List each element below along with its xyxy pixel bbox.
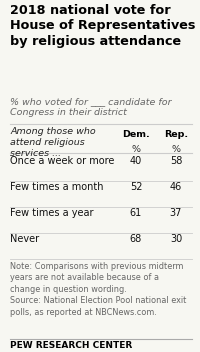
Text: Never: Never [10, 234, 39, 244]
Text: 40: 40 [130, 156, 142, 166]
Text: Rep.: Rep. [164, 130, 188, 139]
Text: Few times a year: Few times a year [10, 208, 94, 218]
Text: %: % [132, 145, 140, 154]
Text: %: % [172, 145, 180, 154]
Text: PEW RESEARCH CENTER: PEW RESEARCH CENTER [10, 341, 132, 350]
Text: 37: 37 [170, 208, 182, 218]
Text: 68: 68 [130, 234, 142, 244]
Text: 52: 52 [130, 182, 142, 192]
Text: 30: 30 [170, 234, 182, 244]
Text: Note: Comparisons with previous midterm
years are not available because of a
cha: Note: Comparisons with previous midterm … [10, 262, 186, 317]
Text: 2018 national vote for
House of Representatives
by religious attendance: 2018 national vote for House of Represen… [10, 4, 195, 48]
Text: 46: 46 [170, 182, 182, 192]
Text: Dem.: Dem. [122, 130, 150, 139]
Text: Once a week or more: Once a week or more [10, 156, 114, 166]
Text: Among those who
attend religious
services ...: Among those who attend religious service… [10, 127, 96, 158]
Text: Few times a month: Few times a month [10, 182, 104, 192]
Text: % who voted for ___ candidate for
Congress in their district: % who voted for ___ candidate for Congre… [10, 97, 172, 117]
Text: 58: 58 [170, 156, 182, 166]
Text: 61: 61 [130, 208, 142, 218]
